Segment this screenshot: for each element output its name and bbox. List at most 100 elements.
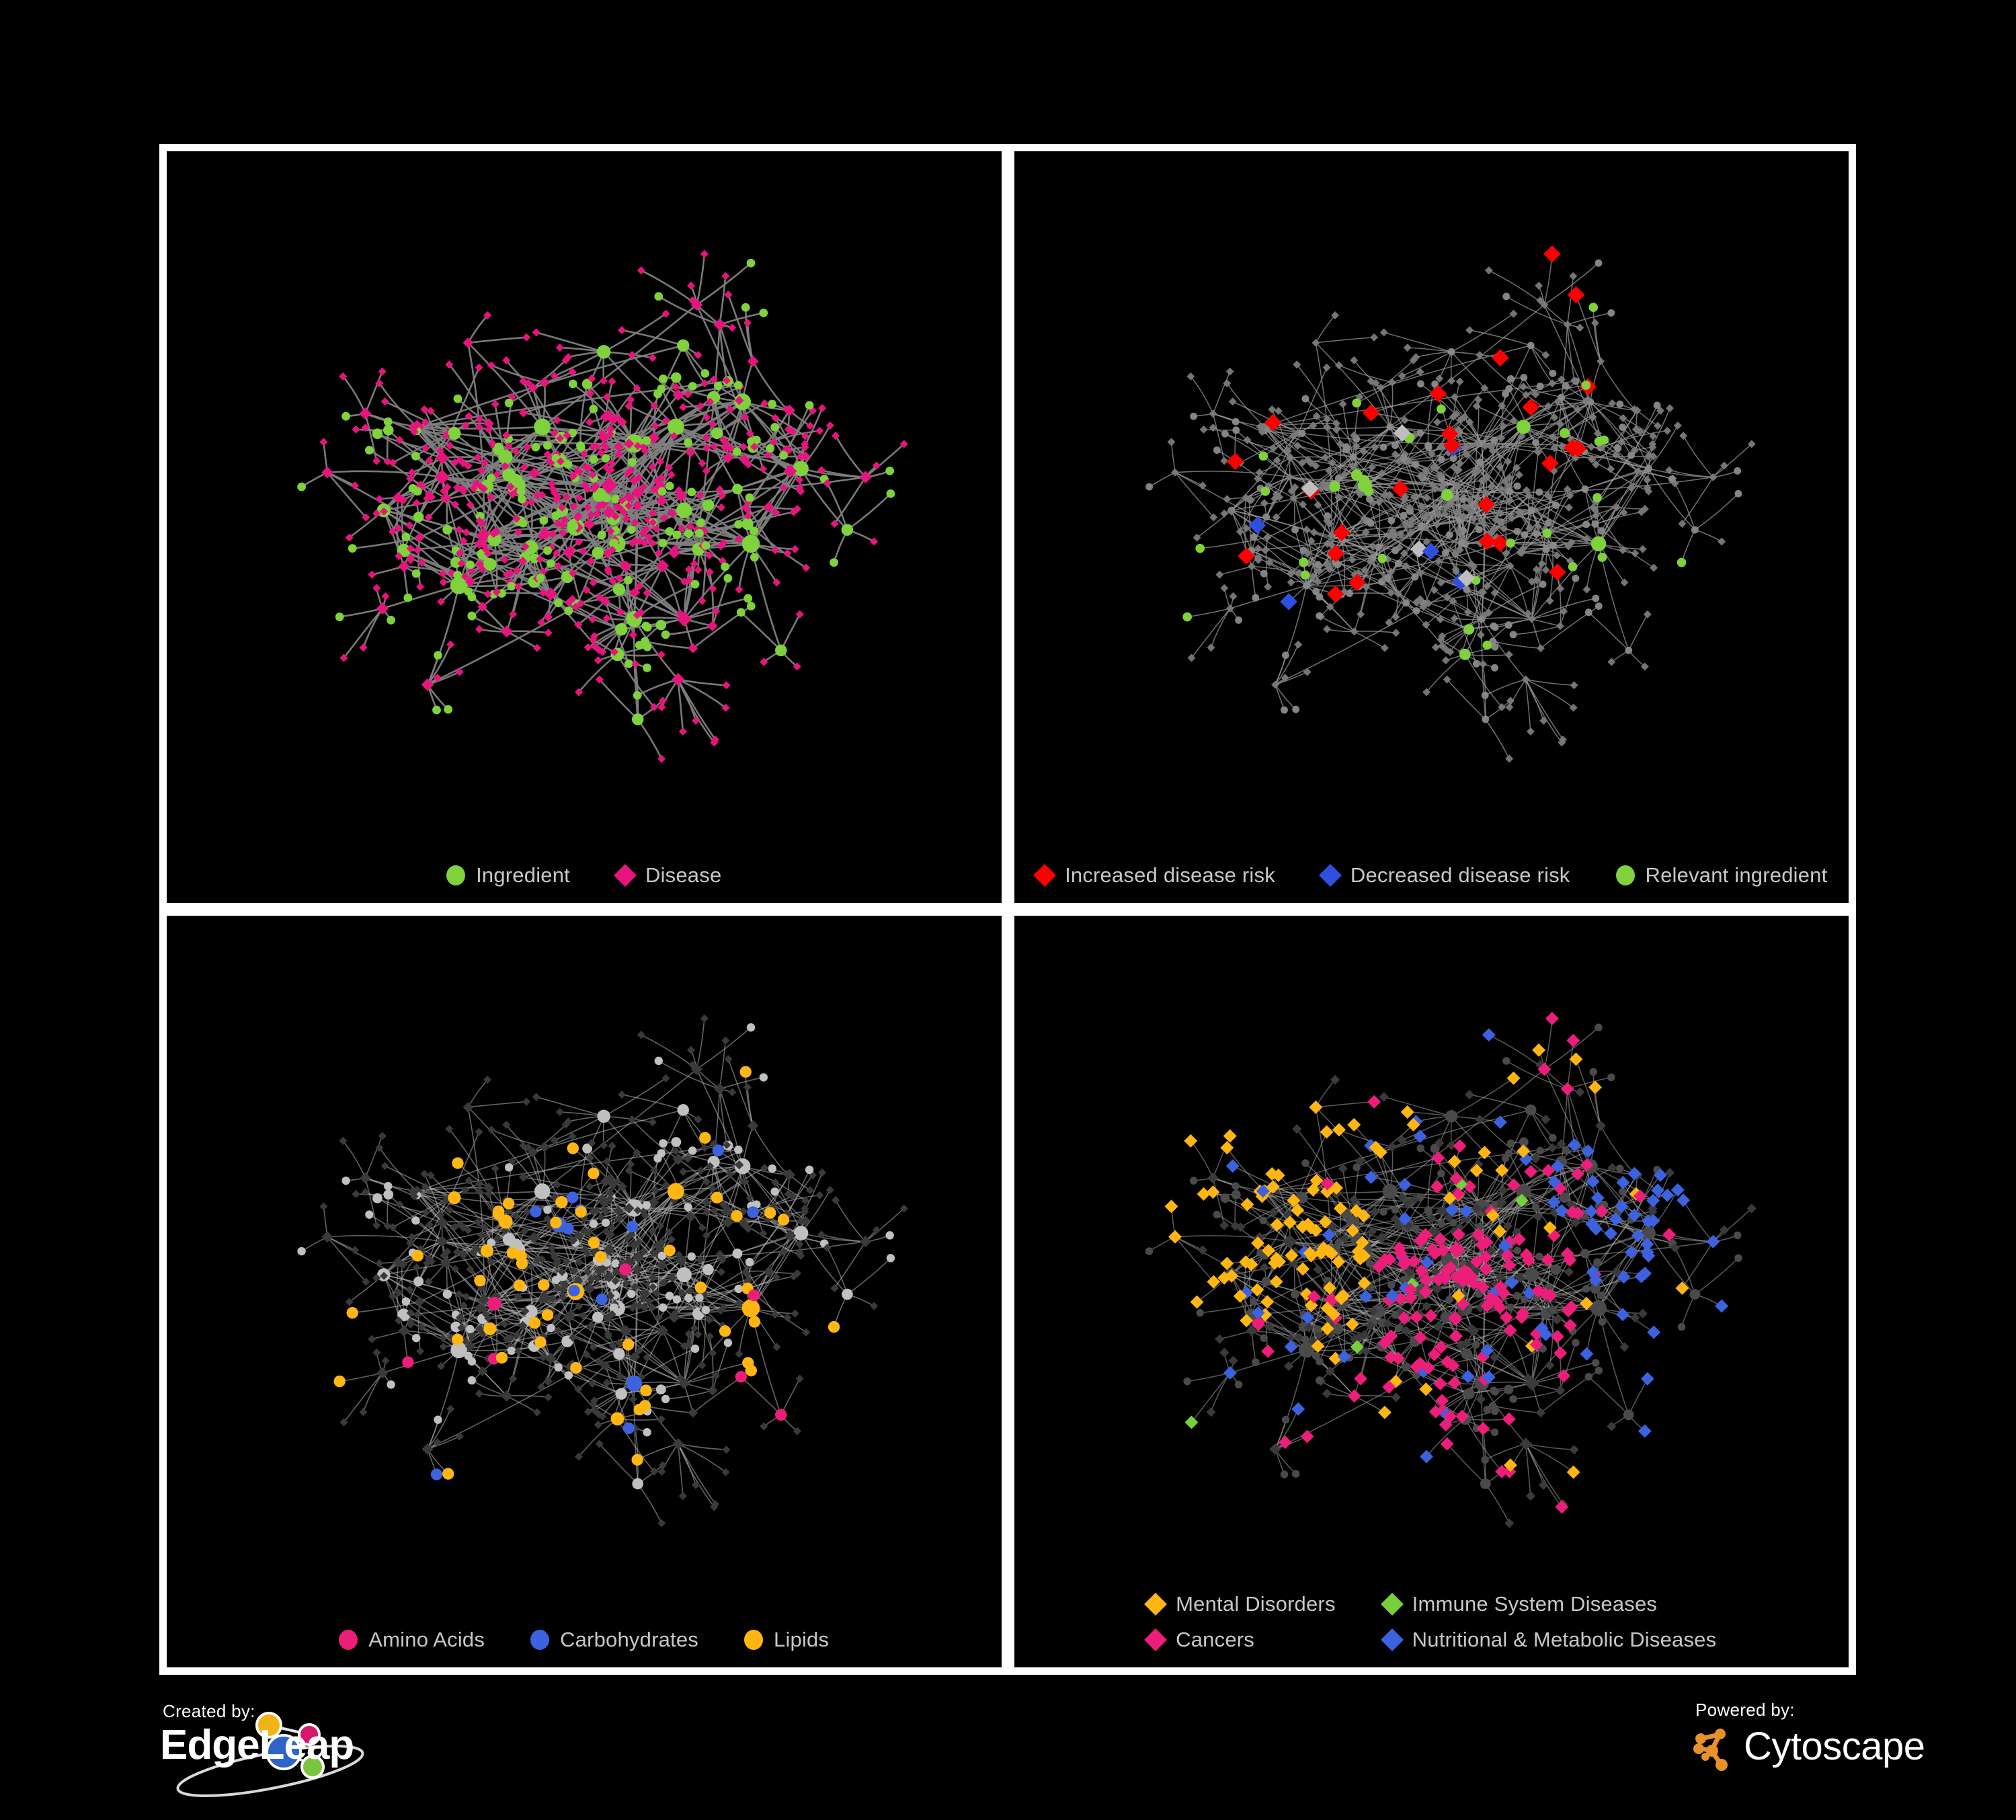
ingredient-node[interactable] bbox=[1536, 383, 1544, 390]
disease-node[interactable] bbox=[688, 643, 698, 654]
ingredient-node[interactable] bbox=[1542, 545, 1550, 553]
disease-node[interactable] bbox=[653, 1241, 661, 1250]
disease-node[interactable] bbox=[722, 376, 731, 385]
disease-node[interactable] bbox=[521, 498, 530, 507]
disease-node[interactable] bbox=[413, 1310, 422, 1319]
disease-node[interactable] bbox=[1479, 1235, 1493, 1249]
disease-node[interactable] bbox=[1467, 560, 1476, 569]
ingredient-node[interactable] bbox=[768, 399, 777, 409]
ingredient-node[interactable] bbox=[624, 659, 633, 668]
ingredient-node[interactable] bbox=[1733, 467, 1741, 475]
ingredient-node[interactable] bbox=[483, 1322, 497, 1336]
disease-node[interactable] bbox=[1476, 631, 1485, 639]
disease-node[interactable] bbox=[1435, 1206, 1445, 1216]
disease-node[interactable] bbox=[817, 404, 827, 413]
ingredient-node[interactable] bbox=[701, 541, 711, 550]
ingredient-node[interactable] bbox=[543, 441, 552, 450]
disease-node[interactable] bbox=[1559, 607, 1568, 616]
disease-node[interactable] bbox=[1383, 1329, 1398, 1343]
ingredient-node[interactable] bbox=[467, 1376, 476, 1385]
disease-node[interactable] bbox=[1664, 1167, 1675, 1178]
ingredient-node[interactable] bbox=[1400, 512, 1408, 520]
disease-node[interactable] bbox=[1638, 545, 1647, 553]
disease-node[interactable] bbox=[1360, 566, 1369, 575]
ingredient-node[interactable] bbox=[640, 1384, 652, 1396]
ingredient-node[interactable] bbox=[1371, 1305, 1385, 1318]
disease-node[interactable] bbox=[532, 328, 540, 337]
ingredient-node[interactable] bbox=[507, 582, 516, 591]
disease-node[interactable] bbox=[1547, 1143, 1557, 1153]
ingredient-node[interactable] bbox=[1374, 543, 1382, 551]
disease-node[interactable] bbox=[614, 1338, 623, 1347]
disease-node[interactable] bbox=[1430, 485, 1439, 493]
disease-node[interactable] bbox=[528, 1147, 538, 1158]
disease-node[interactable] bbox=[637, 266, 645, 275]
ingredient-node[interactable] bbox=[1457, 539, 1465, 547]
ingredient-node[interactable] bbox=[402, 1356, 414, 1368]
disease-node[interactable] bbox=[1338, 1163, 1348, 1174]
disease-node[interactable] bbox=[581, 1227, 590, 1236]
disease-node[interactable] bbox=[1357, 1276, 1371, 1290]
ingredient-node[interactable] bbox=[842, 1288, 853, 1300]
ingredient-node[interactable] bbox=[770, 423, 780, 432]
ingredient-node[interactable] bbox=[1544, 519, 1552, 527]
disease-node[interactable] bbox=[1325, 565, 1334, 573]
disease-node[interactable] bbox=[678, 727, 688, 736]
disease-node[interactable] bbox=[1322, 625, 1331, 633]
disease-node[interactable] bbox=[612, 1267, 621, 1275]
disease-node[interactable] bbox=[1236, 527, 1244, 536]
disease-node[interactable] bbox=[600, 596, 610, 606]
ingredient-node[interactable] bbox=[1394, 559, 1402, 567]
disease-node[interactable] bbox=[1332, 524, 1350, 542]
ingredient-node[interactable] bbox=[487, 1238, 495, 1247]
ingredient-node[interactable] bbox=[1182, 1377, 1191, 1386]
disease-node[interactable] bbox=[1437, 578, 1445, 587]
disease-node[interactable] bbox=[801, 443, 809, 452]
disease-node[interactable] bbox=[1400, 1325, 1411, 1336]
disease-node[interactable] bbox=[339, 1418, 348, 1427]
disease-node[interactable] bbox=[1717, 537, 1726, 546]
disease-node[interactable] bbox=[581, 481, 590, 489]
ingredient-node[interactable] bbox=[401, 1297, 411, 1306]
disease-node[interactable] bbox=[464, 1226, 473, 1235]
disease-node[interactable] bbox=[1219, 1220, 1229, 1230]
ingredient-node[interactable] bbox=[1145, 483, 1153, 491]
ingredient-node[interactable] bbox=[297, 482, 306, 491]
disease-node[interactable] bbox=[653, 477, 661, 485]
disease-node[interactable] bbox=[624, 502, 633, 510]
ingredient-node[interactable] bbox=[733, 381, 743, 390]
disease-node[interactable] bbox=[859, 471, 872, 484]
ingredient-node[interactable] bbox=[502, 468, 516, 482]
disease-node[interactable] bbox=[410, 428, 419, 436]
disease-node[interactable] bbox=[679, 403, 688, 411]
ingredient-node[interactable] bbox=[1571, 574, 1579, 582]
ingredient-node[interactable] bbox=[1365, 495, 1373, 503]
disease-node[interactable] bbox=[455, 668, 464, 676]
ingredient-node[interactable] bbox=[515, 1250, 527, 1262]
disease-node[interactable] bbox=[710, 1503, 719, 1511]
disease-node[interactable] bbox=[1531, 390, 1539, 399]
ingredient-node[interactable] bbox=[1509, 631, 1517, 639]
disease-node[interactable] bbox=[583, 1407, 592, 1416]
disease-node[interactable] bbox=[1386, 567, 1395, 576]
ingredient-node[interactable] bbox=[688, 1146, 697, 1155]
disease-node[interactable] bbox=[1523, 609, 1532, 618]
ingredient-node[interactable] bbox=[348, 544, 357, 553]
disease-node[interactable] bbox=[469, 484, 478, 493]
ingredient-node[interactable] bbox=[475, 512, 485, 521]
disease-node[interactable] bbox=[623, 438, 635, 449]
disease-node[interactable] bbox=[475, 423, 484, 432]
disease-node[interactable] bbox=[1266, 1180, 1280, 1194]
ingredient-node[interactable] bbox=[1441, 549, 1449, 557]
disease-node[interactable] bbox=[1552, 551, 1561, 560]
disease-node[interactable] bbox=[719, 539, 728, 547]
disease-node[interactable] bbox=[359, 643, 368, 652]
ingredient-node[interactable] bbox=[562, 1222, 574, 1235]
disease-node[interactable] bbox=[1452, 508, 1461, 516]
disease-node[interactable] bbox=[1293, 640, 1302, 649]
disease-node[interactable] bbox=[1543, 1288, 1557, 1302]
ingredient-node[interactable] bbox=[793, 1226, 809, 1240]
disease-node[interactable] bbox=[1340, 588, 1348, 596]
disease-node[interactable] bbox=[420, 1169, 429, 1179]
ingredient-node[interactable] bbox=[1597, 553, 1607, 562]
